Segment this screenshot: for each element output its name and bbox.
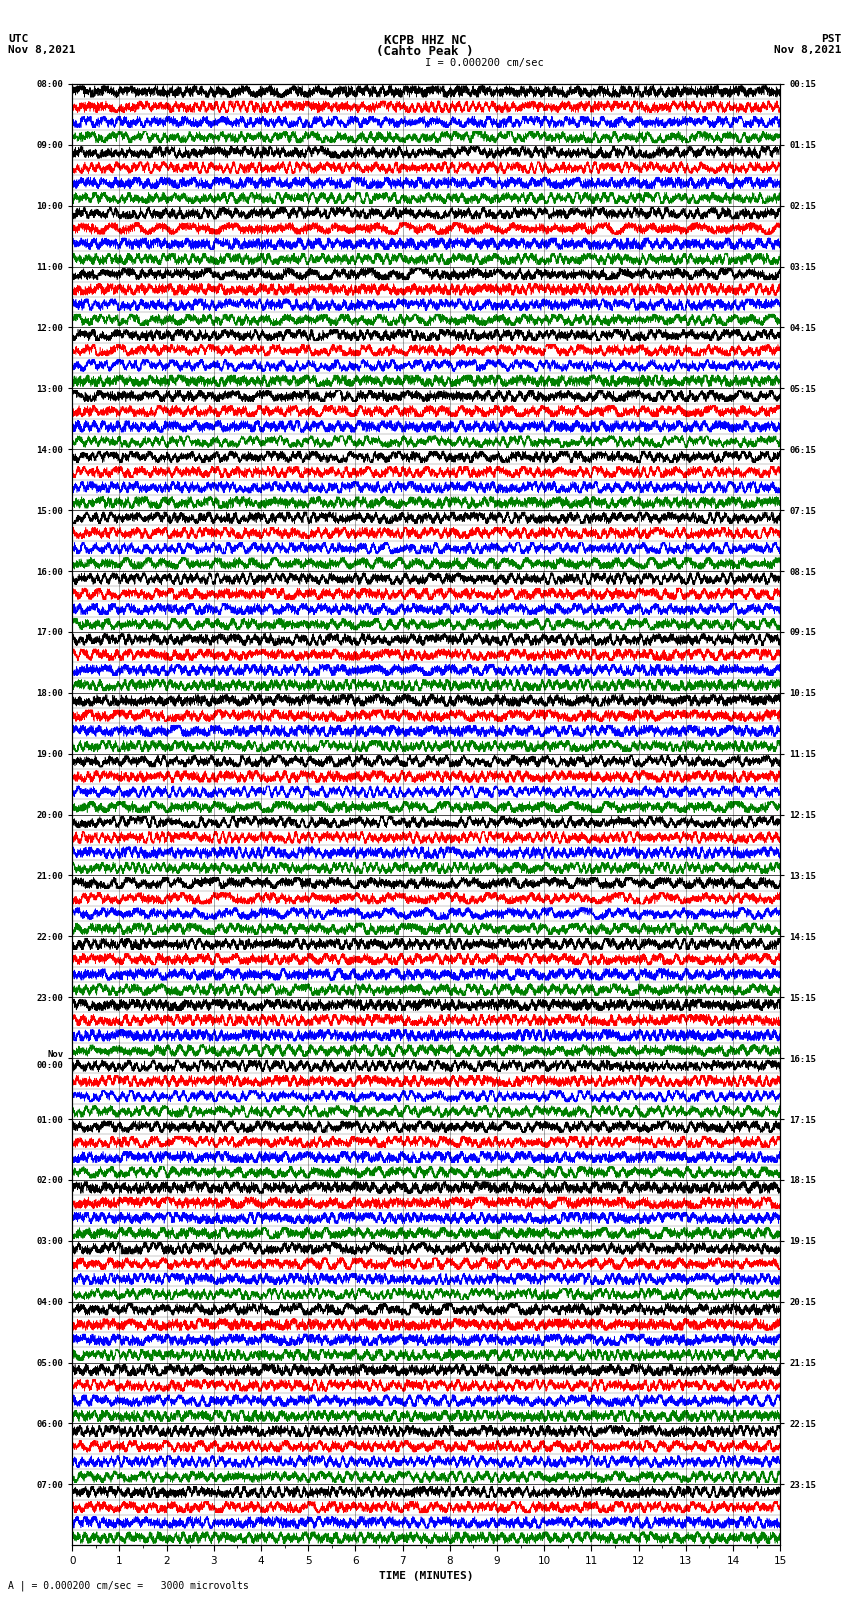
Text: A | = 0.000200 cm/sec =   3000 microvolts: A | = 0.000200 cm/sec = 3000 microvolts bbox=[8, 1581, 249, 1592]
Text: UTC: UTC bbox=[8, 34, 29, 44]
Text: PST: PST bbox=[821, 34, 842, 44]
X-axis label: TIME (MINUTES): TIME (MINUTES) bbox=[379, 1571, 473, 1581]
Text: I = 0.000200 cm/sec: I = 0.000200 cm/sec bbox=[425, 58, 544, 68]
Text: KCPB HHZ NC: KCPB HHZ NC bbox=[383, 34, 467, 47]
Text: Nov 8,2021: Nov 8,2021 bbox=[774, 45, 842, 55]
Text: (Cahto Peak ): (Cahto Peak ) bbox=[377, 45, 473, 58]
Text: Nov 8,2021: Nov 8,2021 bbox=[8, 45, 76, 55]
